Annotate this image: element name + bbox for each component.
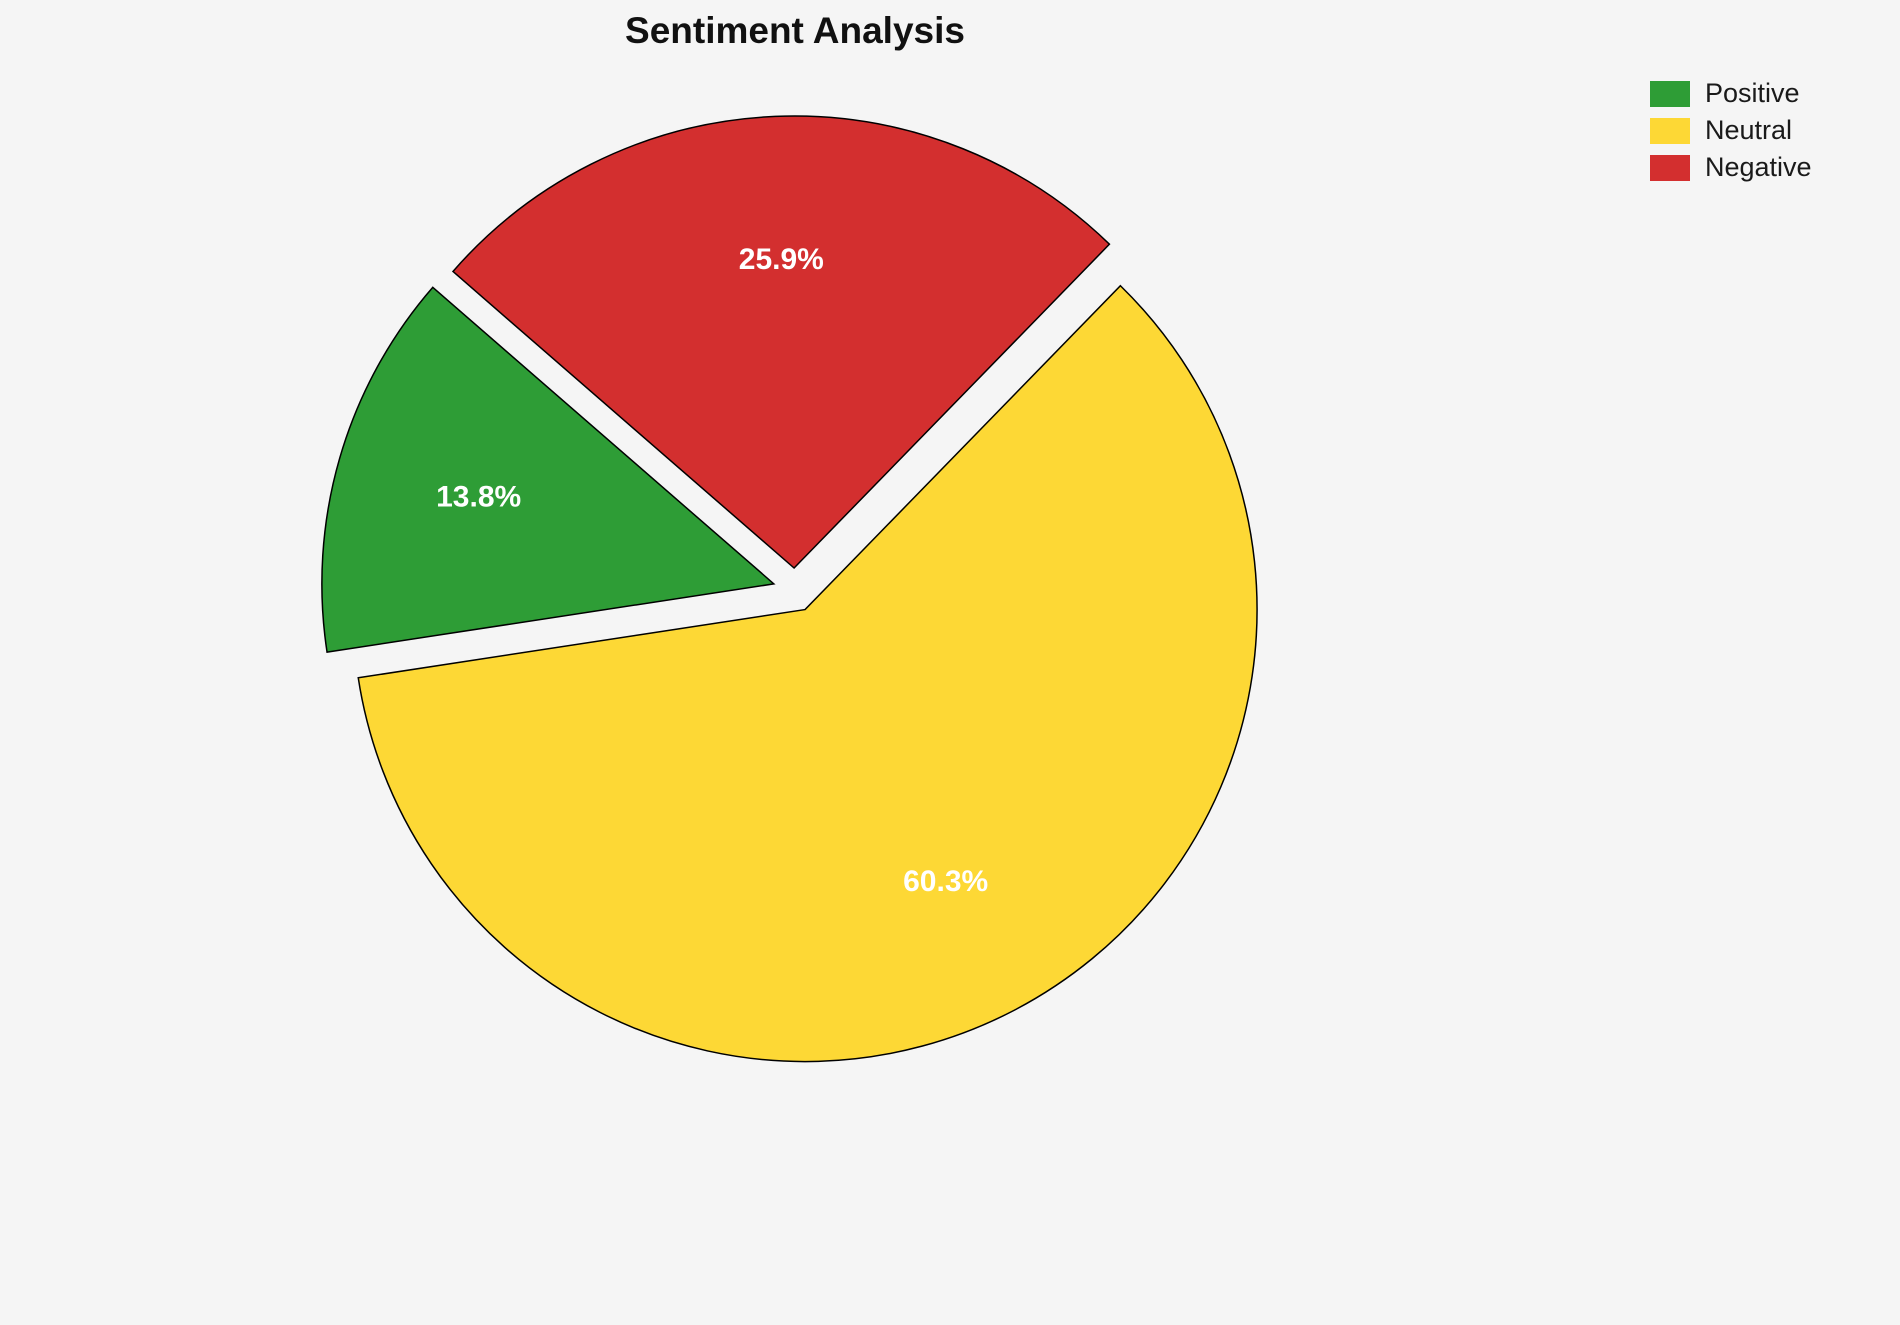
- chart-title: Sentiment Analysis: [625, 10, 965, 51]
- pie-slice-positive: [321, 286, 776, 653]
- pie-label-negative: 25.9%: [739, 243, 824, 276]
- pie-slice-negative: [451, 115, 1111, 570]
- pie-slice-neutral: [357, 284, 1258, 1063]
- legend-item-neutral: Neutral: [1650, 117, 1812, 144]
- legend-label-positive: Positive: [1705, 78, 1800, 108]
- legend-swatch-positive: [1650, 80, 1690, 107]
- pie-label-positive: 13.8%: [436, 480, 521, 513]
- legend-item-positive: Positive: [1650, 80, 1812, 107]
- legend-label-neutral: Neutral: [1705, 115, 1793, 145]
- legend-item-negative: Negative: [1650, 154, 1812, 181]
- legend: Positive Neutral Negative: [1650, 80, 1812, 181]
- legend-swatch-negative: [1650, 154, 1690, 181]
- pie-label-neutral: 60.3%: [903, 865, 988, 898]
- legend-label-negative: Negative: [1705, 152, 1812, 182]
- legend-swatch-neutral: [1650, 117, 1690, 144]
